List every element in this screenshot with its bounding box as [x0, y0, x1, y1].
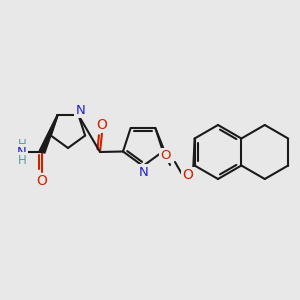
Text: O: O — [161, 149, 171, 162]
Text: H: H — [18, 137, 26, 151]
Text: O: O — [183, 168, 194, 182]
Text: N: N — [17, 146, 27, 158]
Text: O: O — [37, 174, 47, 188]
Text: H: H — [18, 154, 26, 166]
Text: N: N — [76, 104, 85, 117]
Polygon shape — [39, 115, 58, 153]
Text: O: O — [97, 118, 107, 132]
Text: N: N — [139, 166, 149, 178]
